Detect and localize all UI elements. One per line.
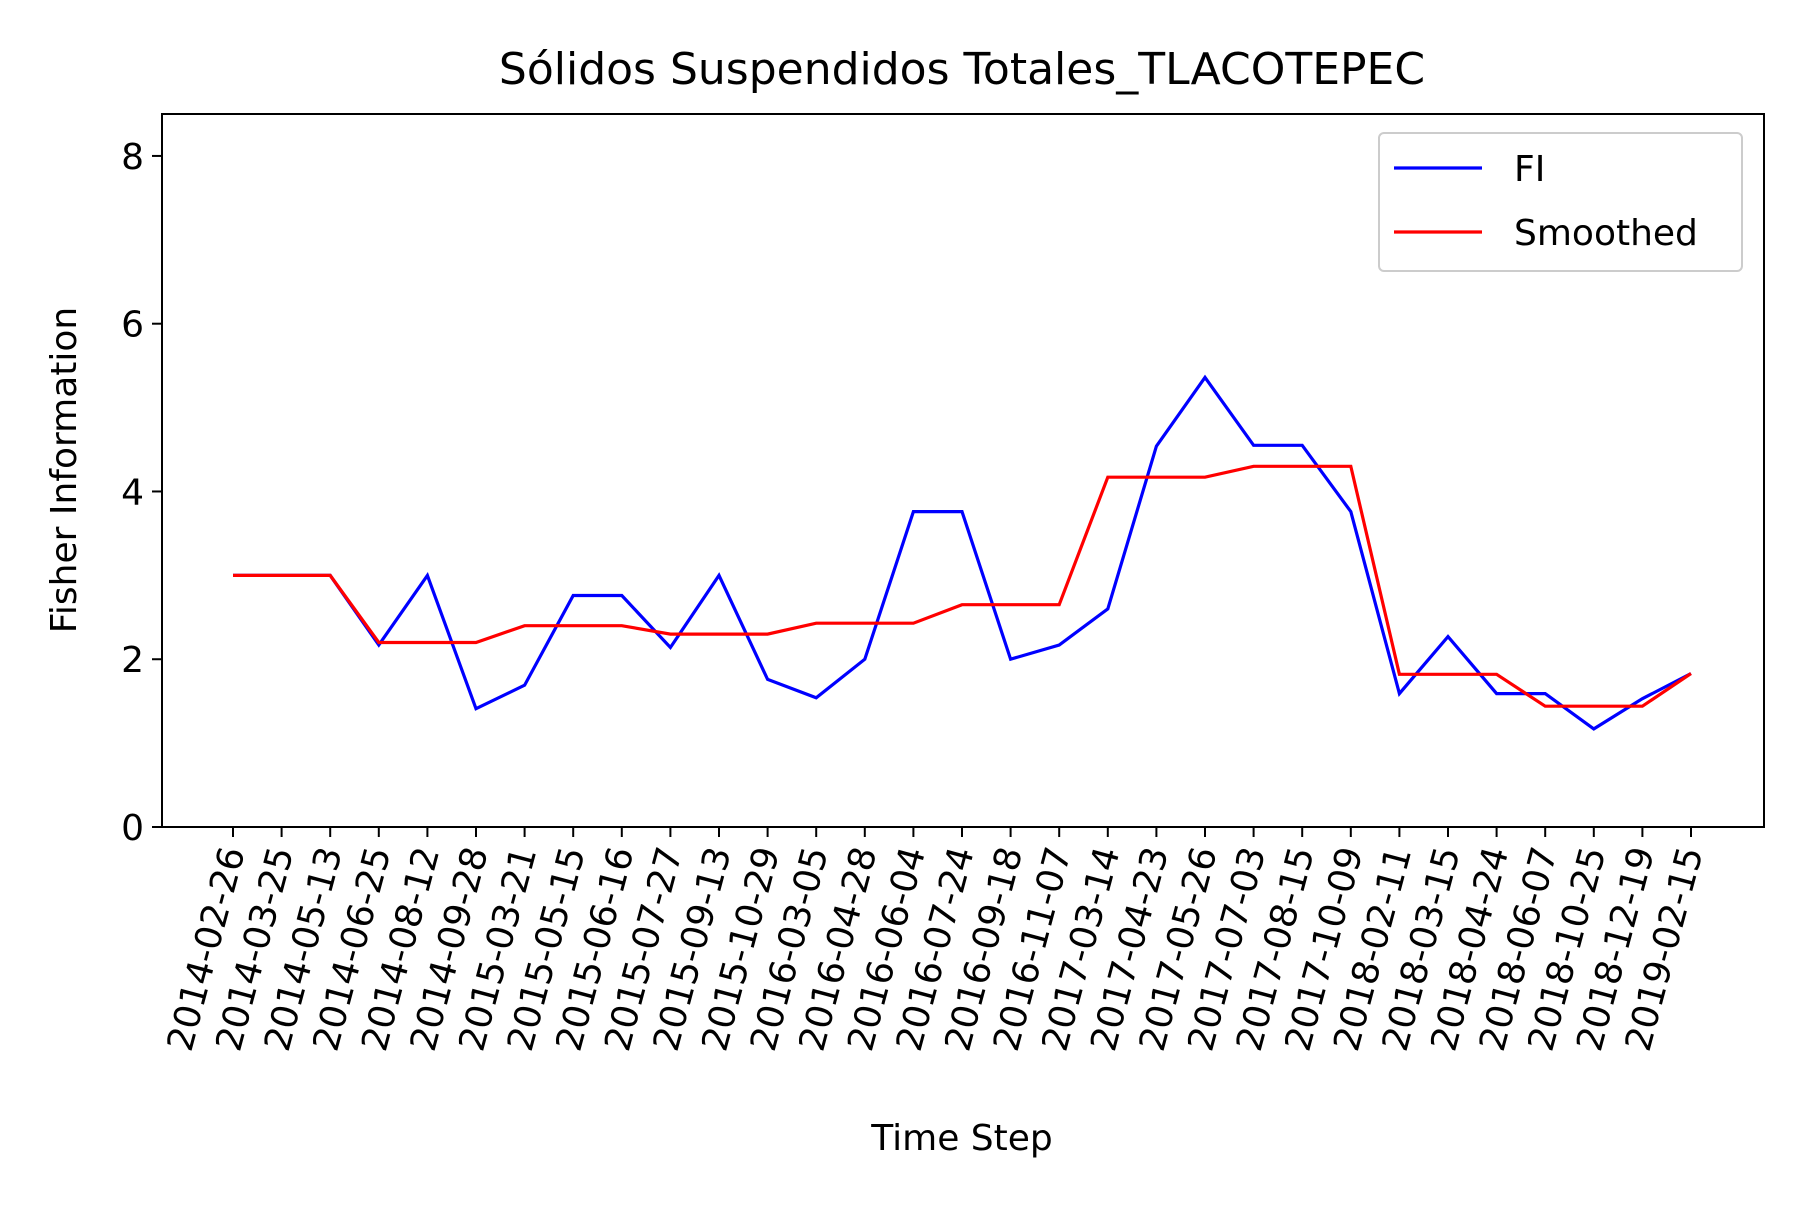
x-axis-label: Time Step: [870, 1118, 1053, 1159]
y-tick-label: 8: [121, 137, 144, 178]
y-tick-label: 0: [121, 808, 144, 849]
legend: FI Smoothed: [1378, 132, 1743, 272]
series-line-smoothed: [233, 464, 1692, 708]
y-axis: 0 2 4 6 8: [121, 137, 162, 849]
legend-label-smoothed: Smoothed: [1514, 213, 1698, 254]
chart-title: Sólidos Suspendidos Totales_TLACOTEPEC: [499, 44, 1425, 95]
y-tick-label: 6: [121, 305, 144, 346]
series-layer: [233, 374, 1692, 731]
x-axis: 2014-02-262014-03-252014-05-132014-06-25…: [160, 827, 1712, 1055]
y-tick-label: 4: [121, 472, 144, 513]
y-tick-label: 2: [121, 640, 144, 681]
legend-label-fi: FI: [1514, 149, 1545, 190]
y-axis-label: Fisher Information: [44, 307, 85, 633]
series-line-fi: [233, 374, 1692, 731]
